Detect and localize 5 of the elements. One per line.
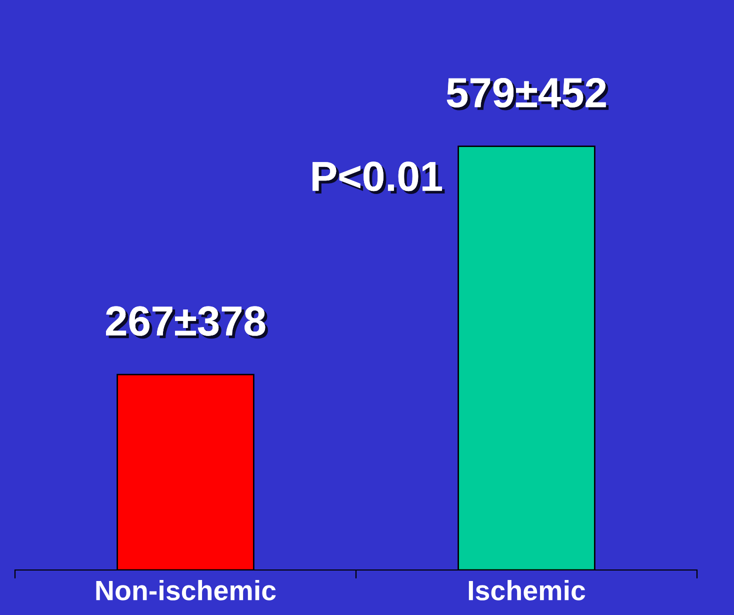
x-tick-label: Non-ischemic	[96, 580, 276, 600]
x-tick-label: Ischemic	[468, 580, 586, 600]
data-label: 267±378	[106, 306, 268, 339]
data-label: 579±452	[446, 78, 609, 110]
annotation: P<0.01	[312, 162, 445, 194]
